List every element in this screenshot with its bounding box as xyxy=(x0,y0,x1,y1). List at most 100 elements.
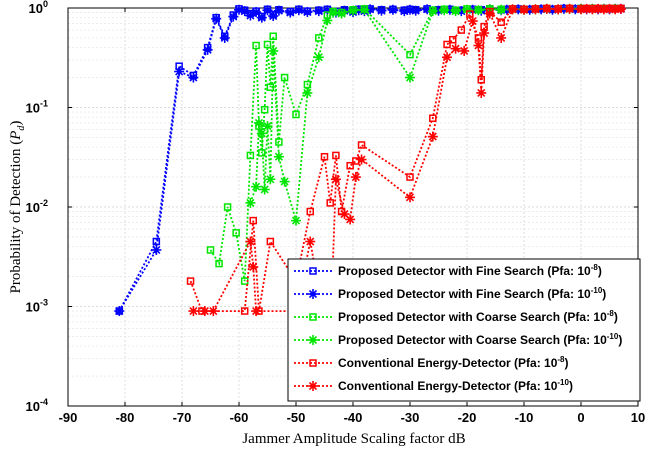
data-point xyxy=(507,4,518,15)
data-point xyxy=(260,105,269,114)
y-axis-ticks: 100 10-1 10-2 10-3 10-4 xyxy=(26,0,638,414)
legend-label: Conventional Energy-Detector (Pfa: 10-10… xyxy=(338,378,573,393)
x-tick-label: -60 xyxy=(230,410,249,425)
x-tick-label: -10 xyxy=(515,410,534,425)
data-point xyxy=(322,15,333,26)
data-point xyxy=(326,199,334,207)
data-point xyxy=(256,12,267,23)
data-point xyxy=(303,80,312,89)
legend-marker xyxy=(308,381,318,391)
legend-label: Proposed Detector with Coarse Search (Pf… xyxy=(338,332,622,347)
legend-marker xyxy=(308,335,318,345)
data-point xyxy=(266,237,275,246)
data-point xyxy=(239,6,250,17)
legend-item: Proposed Detector with Coarse Search (Pf… xyxy=(294,309,618,324)
data-point xyxy=(273,5,284,16)
data-point xyxy=(466,10,474,18)
data-point xyxy=(249,216,257,225)
data-point xyxy=(223,203,232,211)
data-point xyxy=(279,176,290,187)
data-point xyxy=(259,184,270,195)
x-tick-label: 10 xyxy=(631,410,645,425)
data-point xyxy=(266,83,275,91)
data-point xyxy=(350,172,361,183)
data-point xyxy=(240,307,249,315)
data-point xyxy=(376,5,387,16)
x-tick-label: -30 xyxy=(401,410,420,425)
data-point xyxy=(208,306,219,317)
data-point xyxy=(228,11,239,22)
y-axis-label-close: ) xyxy=(8,121,24,126)
legend-marker xyxy=(308,289,318,299)
series-line xyxy=(189,7,621,313)
data-point xyxy=(273,151,284,162)
data-point xyxy=(275,138,283,146)
data-point xyxy=(285,7,296,18)
legend-label: Proposed Detector with Coarse Search (Pf… xyxy=(338,309,618,324)
data-point xyxy=(315,34,323,42)
data-point xyxy=(292,110,300,119)
data-point xyxy=(387,4,398,15)
data-point xyxy=(199,306,210,317)
data-point xyxy=(439,5,450,16)
data-point xyxy=(359,4,370,15)
data-point xyxy=(202,44,213,55)
legend-marker xyxy=(309,313,317,321)
data-point xyxy=(253,117,264,128)
data-point xyxy=(615,3,626,14)
legend-item: Conventional Energy-Detector (Pfa: 10-8) xyxy=(294,355,569,370)
data-point xyxy=(484,8,495,19)
y-axis-label-text: Probability of Detection ( xyxy=(8,140,24,294)
data-point xyxy=(530,4,541,15)
data-point xyxy=(211,13,222,24)
data-point xyxy=(427,6,438,17)
x-tick-label: 0 xyxy=(577,410,584,425)
x-tick-label: -50 xyxy=(287,410,306,425)
data-point xyxy=(245,197,256,208)
data-point xyxy=(476,87,487,98)
data-point xyxy=(251,181,262,192)
data-point xyxy=(215,259,223,268)
data-point xyxy=(450,43,461,54)
data-point xyxy=(151,244,162,255)
data-point xyxy=(467,16,478,27)
x-axis-label: Jammer Amplitude Scaling factor dB xyxy=(242,431,465,447)
data-point xyxy=(399,6,410,17)
data-point xyxy=(356,154,367,165)
data-point xyxy=(450,6,461,17)
data-point xyxy=(519,4,529,15)
data-point xyxy=(246,151,255,160)
data-point xyxy=(252,41,260,50)
data-point xyxy=(479,28,490,39)
x-tick-label: -90 xyxy=(59,410,78,425)
data-point xyxy=(256,128,267,139)
y-tick-label: 10-4 xyxy=(26,397,48,414)
data-point xyxy=(206,246,215,254)
legend-marker xyxy=(309,359,317,367)
data-point xyxy=(280,73,289,82)
data-point xyxy=(245,236,256,247)
data-point xyxy=(188,306,199,317)
data-point xyxy=(442,52,453,63)
data-point xyxy=(114,306,125,317)
data-point xyxy=(302,87,313,98)
data-point xyxy=(305,236,316,247)
y-tick-label: 10-2 xyxy=(26,198,48,215)
data-point xyxy=(265,174,276,185)
legend-label: Conventional Energy-Detector (Pfa: 10-8) xyxy=(338,355,569,370)
y-axis-label-symbol: P xyxy=(8,131,24,141)
data-point xyxy=(405,192,415,203)
x-axis-ticks: -90 -80 -70 -60 -50 -40 -30 -20 -10 0 10 xyxy=(59,8,645,425)
x-tick-label: -70 xyxy=(173,410,192,425)
data-point xyxy=(332,151,340,160)
data-point xyxy=(302,7,313,18)
data-point xyxy=(293,5,304,16)
legend-label: Proposed Detector with Fine Search (Pfa:… xyxy=(338,263,602,278)
data-point xyxy=(328,7,339,18)
x-tick-label: -40 xyxy=(344,410,363,425)
data-point xyxy=(263,40,272,49)
data-point xyxy=(268,45,279,56)
series-line xyxy=(249,7,616,221)
data-point xyxy=(541,3,552,14)
